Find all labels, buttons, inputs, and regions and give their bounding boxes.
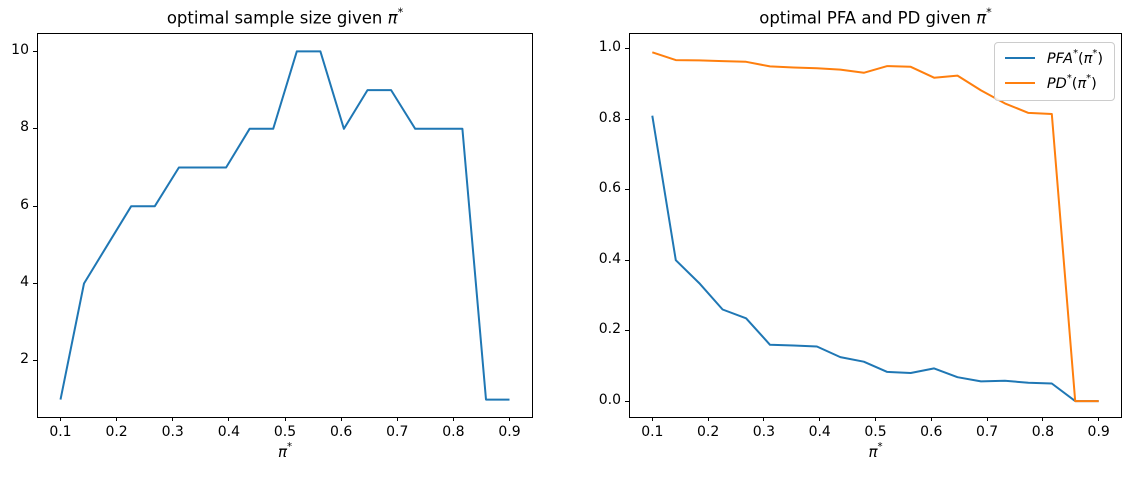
x-tick-label: 0.6	[920, 424, 943, 440]
paren-close: )	[1097, 50, 1103, 67]
y-tick-label: 6	[20, 196, 29, 213]
y-tick-mark	[625, 189, 629, 191]
x-tick-label: 0.5	[864, 424, 887, 440]
y-tick-mark	[625, 330, 629, 332]
pi-symbol: π	[1077, 75, 1087, 92]
y-tick-mark	[33, 50, 37, 52]
x-tick-mark	[172, 417, 174, 421]
left-plot-title-text: optimal sample size given	[166, 8, 388, 28]
x-tick-label: 0.8	[442, 424, 465, 440]
sample-size-line	[59, 50, 510, 401]
legend-entry-pd: PD*(π*)	[1004, 72, 1103, 92]
x-tick-mark	[116, 417, 118, 421]
legend-entry-label: PD*(π*)	[1046, 72, 1097, 92]
x-tick-mark	[340, 417, 342, 421]
superscript-star: *	[1086, 72, 1092, 84]
axes-left-plot-area	[59, 50, 510, 401]
y-tick-mark	[33, 205, 37, 207]
pd-line-swatch	[1004, 81, 1035, 84]
pfa-line-swatch	[1004, 56, 1035, 59]
x-tick-mark	[875, 417, 876, 421]
x-tick-mark	[228, 417, 230, 421]
x-tick-mark	[707, 417, 709, 421]
legend-series-name: PD	[1046, 75, 1067, 92]
legend: PFA*(π*) PD*(π*)	[993, 42, 1115, 101]
x-tick-label: 0.2	[696, 424, 720, 440]
x-tick-label: 0.1	[641, 424, 664, 440]
y-tick-label: 0.0	[598, 391, 621, 408]
x-tick-mark	[1042, 417, 1044, 421]
y-tick-label: 0.6	[598, 180, 621, 197]
right-axes: 0.1 0.2 0.3 0.4 0.5 0.6 0.7 0.8 0.9 0.0 0.2 0.4 0.6 0…	[599, 33, 1122, 440]
y-tick-label: 0.4	[598, 250, 621, 267]
superscript-star: *	[286, 441, 293, 453]
x-tick-mark	[452, 417, 454, 421]
pi-symbol: π	[1083, 50, 1093, 67]
x-tick-label: 0.5	[273, 424, 297, 440]
x-tick-mark	[1098, 417, 1100, 421]
y-tick-label: 0.8	[598, 109, 621, 126]
y-tick-label: 2	[20, 351, 29, 368]
x-tick-mark	[930, 417, 932, 421]
y-tick-mark	[625, 118, 629, 120]
y-tick-mark	[625, 400, 629, 402]
right-plot-title-text: optimal PFA and PD given	[759, 8, 977, 28]
y-tick-mark	[33, 128, 37, 130]
x-tick-mark	[651, 417, 653, 421]
pi-symbol: π	[868, 443, 878, 461]
left-axes: 0.1 0.2 0.3 0.4 0.5 0.6 0.7 0.8 0.9 2 4 6 8 10	[11, 33, 533, 440]
x-tick-label: 0.7	[386, 424, 409, 440]
y-tick-label: 4	[20, 274, 29, 291]
superscript-star: *	[1092, 48, 1098, 60]
x-tick-mark	[509, 417, 511, 421]
paren-close: )	[1091, 75, 1097, 92]
y-tick-mark	[33, 360, 37, 362]
y-tick-mark	[625, 48, 629, 50]
pfa-line	[651, 115, 1099, 403]
x-tick-mark	[284, 417, 286, 421]
x-tick-label: 0.3	[161, 424, 184, 440]
y-tick-mark	[625, 259, 629, 261]
right-plot-title: optimal PFA and PD given π*	[629, 5, 1122, 28]
left-plot-title: optimal sample size given π*	[37, 5, 533, 28]
paren-open: (	[1078, 50, 1084, 67]
x-tick-label: 0.1	[49, 424, 72, 440]
x-tick-label: 0.4	[808, 424, 831, 440]
superscript-star: *	[877, 441, 883, 453]
x-tick-label: 0.2	[105, 424, 128, 440]
legend-entry-pfa: PFA*(π*)	[1004, 48, 1103, 67]
x-tick-mark	[986, 417, 988, 421]
x-tick-label: 0.6	[329, 424, 353, 440]
x-tick-mark	[396, 417, 398, 421]
pi-symbol: π	[976, 8, 987, 28]
x-tick-label: 0.3	[752, 424, 776, 440]
y-tick-label: 0.2	[598, 321, 621, 338]
superscript-star: *	[986, 5, 992, 19]
right-x-axis-label: π*	[629, 441, 1122, 461]
left-x-axis-label: π*	[37, 441, 533, 461]
y-tick-label: 10	[11, 41, 29, 58]
pi-symbol: π	[277, 443, 287, 461]
x-tick-label: 0.9	[1087, 424, 1110, 440]
x-tick-label: 0.7	[975, 424, 999, 440]
axes-right-plot-area	[651, 51, 1099, 403]
x-tick-mark	[59, 417, 61, 421]
paren-open: (	[1071, 75, 1078, 92]
superscript-star: *	[397, 5, 404, 19]
x-tick-label: 0.8	[1031, 424, 1054, 440]
x-tick-label: 0.4	[217, 424, 240, 440]
y-tick-label: 8	[20, 119, 29, 136]
legend-series-name: PFA	[1046, 50, 1074, 67]
y-tick-mark	[33, 283, 37, 285]
y-tick-label: 1.0	[598, 39, 621, 56]
superscript-star: *	[1073, 48, 1078, 60]
x-tick-mark	[763, 417, 765, 421]
pi-symbol: π	[387, 8, 398, 28]
x-tick-label: 0.9	[498, 424, 521, 440]
legend-entry-label: PFA*(π*)	[1046, 48, 1103, 67]
pd-line	[651, 51, 1099, 403]
superscript-star: *	[1066, 72, 1072, 84]
x-tick-mark	[819, 417, 821, 421]
